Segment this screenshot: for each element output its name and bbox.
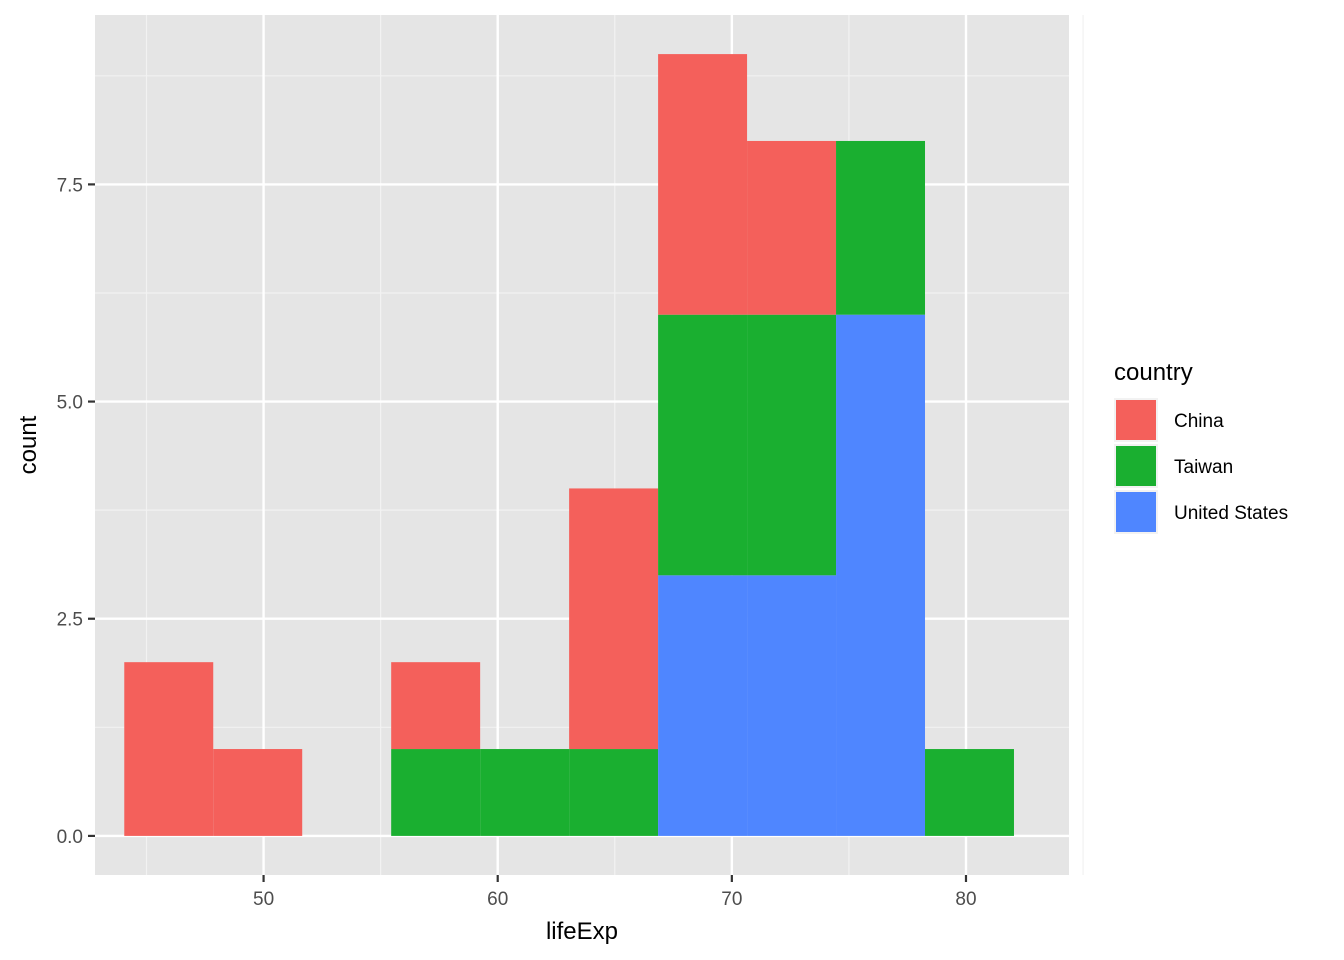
bar-taiwan-bin-9 <box>925 749 1014 836</box>
y-axis: 0.0 2.5 5.0 7.5 <box>57 175 95 848</box>
x-axis: 50 60 70 80 <box>253 875 977 910</box>
bar-china-bin-6 <box>658 54 748 315</box>
y-axis-title: count <box>15 415 42 474</box>
bar-taiwan-bin-5 <box>569 749 659 836</box>
y-tick-label: 2.5 <box>57 610 83 631</box>
legend-title: country <box>1114 359 1193 386</box>
legend-swatch-china <box>1116 400 1156 440</box>
x-tick-label: 60 <box>487 889 508 910</box>
bar-china-bin-7 <box>747 140 837 315</box>
bar-china-bin-3 <box>391 662 481 750</box>
bar-united-states-bin-6 <box>658 575 748 836</box>
bar-china-bin-0 <box>124 662 214 836</box>
legend: country China Taiwan United States <box>1114 359 1288 534</box>
bar-united-states-bin-8 <box>836 314 926 836</box>
y-tick-label: 0.0 <box>57 827 83 848</box>
bar-taiwan-bin-8 <box>836 140 926 315</box>
bar-china-bin-5 <box>569 488 659 750</box>
legend-label: Taiwan <box>1174 457 1233 478</box>
legend-swatch-taiwan <box>1116 446 1156 486</box>
bar-taiwan-bin-7 <box>747 314 837 576</box>
legend-label: China <box>1174 411 1224 432</box>
y-tick-label: 7.5 <box>57 175 83 196</box>
bar-united-states-bin-7 <box>747 575 837 836</box>
bar-taiwan-bin-3 <box>391 749 481 836</box>
bars <box>124 54 1014 836</box>
x-tick-label: 70 <box>721 889 742 910</box>
legend-label: United States <box>1174 503 1288 524</box>
x-axis-title: lifeExp <box>546 918 618 945</box>
legend-swatch-united-states <box>1116 492 1156 532</box>
x-tick-label: 50 <box>253 889 274 910</box>
bar-taiwan-bin-6 <box>658 314 748 576</box>
bar-china-bin-1 <box>213 749 303 836</box>
bar-taiwan-bin-4 <box>480 749 570 836</box>
y-tick-label: 5.0 <box>57 393 83 414</box>
x-tick-label: 80 <box>955 889 976 910</box>
